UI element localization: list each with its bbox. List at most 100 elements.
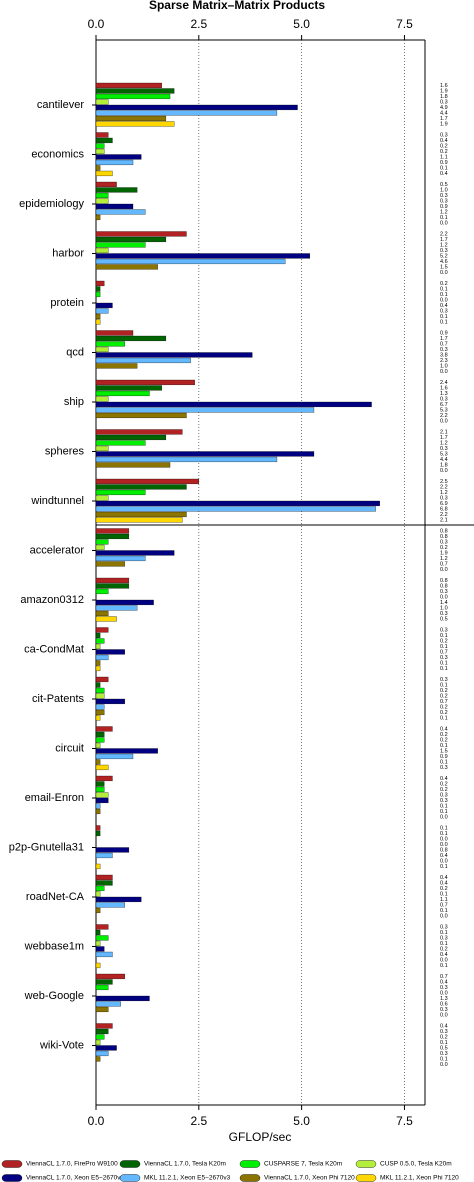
bar (95, 484, 187, 490)
bar (95, 830, 101, 837)
category-label: harbor (52, 247, 84, 259)
value-label: 0.3 (440, 1007, 448, 1013)
value-label: 1.9 (440, 89, 448, 95)
bar (95, 264, 158, 270)
value-label: 5.3 (440, 452, 448, 458)
value-label: 0.4 (440, 171, 448, 177)
bar (95, 742, 101, 749)
x-tick-label: 7.5 (396, 17, 413, 31)
category-label: roadNet-CA (26, 891, 85, 903)
value-label: 0.4 (440, 881, 448, 887)
bar (95, 583, 130, 589)
legend-marker (1, 1174, 23, 1182)
bar (95, 1056, 101, 1062)
value-label: 0.0 (440, 914, 448, 920)
value-label: 0.3 (440, 936, 448, 942)
bar (95, 676, 109, 683)
x-tick-label: 0.0 (88, 17, 105, 31)
value-label: 0.1 (440, 864, 448, 870)
bar (95, 902, 125, 908)
category-label: cit-Patents (32, 693, 84, 705)
bar (95, 280, 105, 287)
bar (95, 253, 311, 259)
value-label: 0.3 (440, 798, 448, 804)
value-label: 0.7 (440, 699, 448, 705)
legend-label: MKL 11.2.1, Xeon E5−2670v3 (144, 1175, 231, 1182)
value-label: 1.2 (440, 441, 448, 447)
bar (95, 984, 109, 991)
bar (95, 682, 101, 688)
value-label: 0.5 (440, 1046, 448, 1052)
value-label: 0.3 (440, 309, 448, 315)
bar (95, 704, 105, 710)
value-label: 0.8 (440, 584, 448, 590)
bar (95, 1023, 113, 1029)
value-label: 2.4 (440, 380, 448, 386)
value-label: 0.5 (440, 617, 448, 623)
category-label: webbase1m (24, 940, 84, 952)
value-label: 0.3 (440, 199, 448, 205)
value-label: 0.0 (440, 991, 448, 997)
value-label: 0.1 (440, 941, 448, 947)
legend-marker (119, 1174, 141, 1182)
bar (95, 973, 125, 980)
bar (95, 500, 380, 507)
bar (95, 533, 130, 540)
value-label: 0.9 (440, 754, 448, 760)
value-label: 0.2 (440, 545, 448, 551)
x-tick-label: 0.0 (88, 1114, 105, 1128)
value-label: 0.1 (440, 930, 448, 936)
value-label: 1.2 (440, 556, 448, 562)
bar (95, 115, 167, 122)
value-label: 0.3 (440, 628, 448, 634)
bar (95, 561, 125, 567)
x-tick-label: 5.0 (293, 17, 310, 31)
bar (95, 159, 134, 166)
value-label: 1.9 (440, 551, 448, 557)
bar (95, 132, 109, 138)
category-label: email-Enron (25, 792, 84, 804)
value-label: 0.3 (440, 496, 448, 502)
value-label: 0.1 (440, 963, 448, 969)
value-label: 0.3 (440, 133, 448, 139)
bar (95, 121, 175, 127)
bar (95, 715, 101, 721)
value-label: 0.1 (440, 287, 448, 293)
value-label: 1.1 (440, 897, 448, 903)
value-label: 6.9 (440, 501, 448, 507)
category-label: spheres (45, 445, 85, 457)
bar (95, 407, 315, 413)
value-label: 0.1 (440, 826, 448, 832)
bar (95, 231, 187, 237)
bar (95, 209, 146, 215)
bar (95, 506, 376, 512)
value-label: 0.2 (440, 787, 448, 793)
category-label: accelerator (30, 544, 85, 556)
value-label: 0.4 (440, 875, 448, 881)
value-label: 0.1 (440, 661, 448, 667)
value-label: 0.7 (440, 562, 448, 568)
x-tick-label: 2.5 (190, 17, 207, 31)
bar (95, 181, 117, 188)
legend-marker (239, 1160, 261, 1168)
bar (95, 335, 167, 342)
bar (95, 610, 109, 617)
bar (95, 660, 101, 666)
value-label: 0.4 (440, 952, 448, 958)
value-label: 0.6 (440, 1002, 448, 1008)
value-label: 0.2 (440, 639, 448, 645)
value-label: 0.0 (440, 595, 448, 601)
bar (95, 737, 105, 743)
value-label: 1.7 (440, 336, 448, 342)
bar (95, 148, 105, 155)
value-label: 1.0 (440, 188, 448, 194)
value-label: 5.2 (440, 254, 448, 260)
bar (95, 577, 130, 584)
bar (95, 940, 101, 947)
value-label: 4.4 (440, 457, 448, 463)
bar (95, 445, 109, 452)
chart-title: Sparse Matrix–Matrix Products (149, 0, 325, 12)
value-label: 0.7 (440, 342, 448, 348)
value-label: 0.1 (440, 892, 448, 898)
value-label: 2.2 (440, 485, 448, 491)
